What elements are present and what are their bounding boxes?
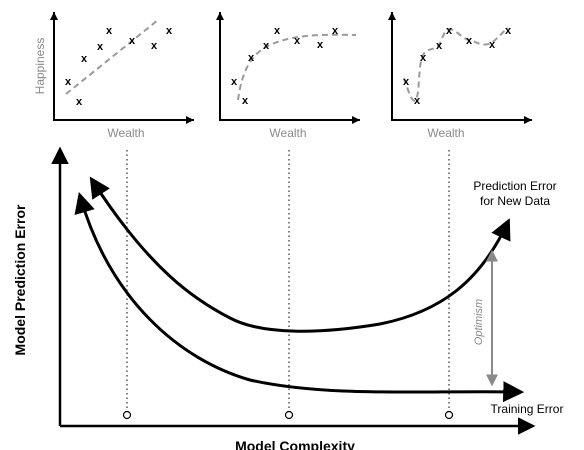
panel3-point: x bbox=[446, 25, 453, 37]
panel2-x-label: Wealth bbox=[269, 126, 306, 140]
main-x-axis-title: Model Complexity bbox=[235, 438, 355, 450]
optimism-label: Optimism bbox=[473, 299, 485, 345]
panel1-x-label: Wealth bbox=[107, 126, 144, 140]
prediction-error-label-line1: Prediction Error bbox=[473, 179, 556, 193]
panel3-axes bbox=[391, 12, 532, 121]
panel3-point: x bbox=[505, 25, 512, 37]
complexity-marker-mid bbox=[284, 410, 294, 420]
scatter-panel-goodfit: x x x x x x x x Wealth bbox=[216, 12, 360, 140]
panel2-point: x bbox=[263, 40, 270, 52]
scatter-panel-overfit: x x x x x x x x Wealth bbox=[388, 12, 532, 140]
panel1-point: x bbox=[76, 96, 83, 108]
prediction-error-curve bbox=[89, 176, 511, 333]
panel2-point: x bbox=[231, 76, 238, 88]
panel3-x-label: Wealth bbox=[427, 126, 464, 140]
panel1-y-arrowhead bbox=[50, 12, 58, 20]
panel2-y-arrowhead bbox=[216, 12, 224, 20]
panel1-point: x bbox=[129, 35, 136, 47]
panel1-point: x bbox=[81, 53, 88, 65]
panel3-point: x bbox=[466, 35, 473, 47]
panel3-fit-curve bbox=[403, 27, 509, 102]
panel2-point: x bbox=[317, 39, 324, 51]
panel3-y-arrowhead bbox=[388, 12, 396, 20]
panel1-point: x bbox=[65, 76, 72, 88]
panel2-axes bbox=[219, 12, 360, 121]
panel2-point: x bbox=[248, 52, 255, 64]
panel2-point: x bbox=[332, 25, 339, 37]
main-y-axis-title: Model Prediction Error bbox=[12, 204, 28, 355]
panel3-point: x bbox=[420, 52, 427, 64]
panel1-axes bbox=[53, 12, 194, 121]
complexity-marker-low bbox=[122, 410, 132, 420]
training-error-curve bbox=[74, 191, 525, 403]
panel3-point: x bbox=[489, 39, 496, 51]
panel3-point: x bbox=[403, 76, 410, 88]
panel1-point: x bbox=[151, 40, 158, 52]
main-chart: Optimism Prediction Error for New Data T… bbox=[12, 146, 564, 450]
panel3-point: x bbox=[436, 40, 443, 52]
panel3-point: x bbox=[414, 95, 421, 107]
panel2-x-arrowhead bbox=[352, 116, 360, 124]
panel2-point: x bbox=[294, 35, 301, 47]
prediction-error-label-line2: for New Data bbox=[480, 194, 550, 208]
panel1-y-label: Happiness bbox=[33, 38, 47, 95]
panel1-point: x bbox=[106, 25, 113, 37]
panel2-point: x bbox=[242, 95, 249, 107]
panel2-fit-curve bbox=[237, 33, 357, 101]
scatter-panel-underfit: x x x x x x x x Wealth Happiness bbox=[33, 12, 194, 140]
training-error-label: Training Error bbox=[491, 402, 564, 416]
panel2-point: x bbox=[274, 25, 281, 37]
panel3-x-arrowhead bbox=[524, 116, 532, 124]
complexity-marker-high bbox=[444, 410, 454, 420]
panel1-x-arrowhead bbox=[186, 116, 194, 124]
panel1-point: x bbox=[97, 41, 104, 53]
panel1-point: x bbox=[166, 25, 173, 37]
